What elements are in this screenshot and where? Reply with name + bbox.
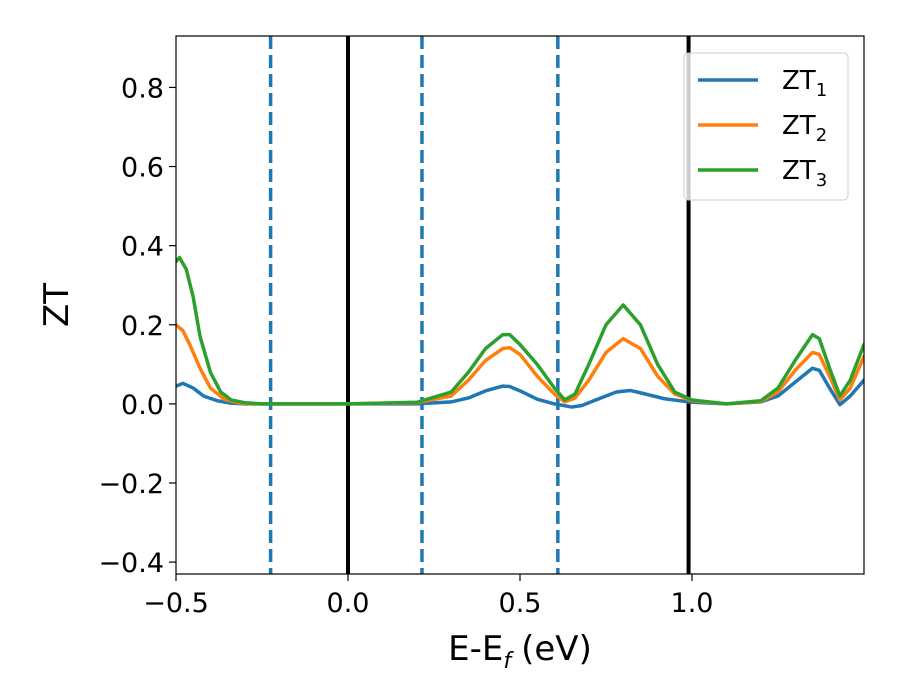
y-tick-label: 0.2 xyxy=(121,311,164,342)
x-tick-label: 1.0 xyxy=(671,588,714,619)
legend-label-2: ZT2 xyxy=(782,111,827,146)
x-axis-label: E-Ef (eV) xyxy=(448,629,592,674)
reference-lines xyxy=(268,36,691,574)
y-axis-ticks: −0.4 −0.2 0.0 0.2 0.4 0.6 0.8 xyxy=(98,73,176,579)
x-axis-ticks: −0.5 0.0 0.5 1.0 xyxy=(143,574,713,619)
x-tick-label: 0.0 xyxy=(327,588,370,619)
x-axis-label-subscript: f xyxy=(503,649,514,674)
x-tick-label: 0.5 xyxy=(499,588,542,619)
series-lines xyxy=(176,255,864,409)
y-tick-label: −0.2 xyxy=(98,469,164,500)
y-tick-label: 0.4 xyxy=(121,232,164,263)
x-tick-label: −0.5 xyxy=(143,588,209,619)
y-tick-label: 0.6 xyxy=(121,153,164,184)
y-tick-label: 0.8 xyxy=(121,73,164,104)
legend-label-3: ZT3 xyxy=(782,156,827,191)
y-axis-label: ZT xyxy=(37,283,77,327)
y-tick-label: 0.0 xyxy=(121,390,164,421)
legend-box xyxy=(683,52,849,201)
legend-label-1: ZT1 xyxy=(782,66,827,101)
x-axis-label-main: E-E xyxy=(448,629,503,669)
series-line-3 xyxy=(176,255,864,406)
legend: ZT1 ZT2 ZT3 xyxy=(683,52,849,201)
legend-items: ZT1 ZT2 ZT3 xyxy=(698,66,827,191)
y-tick-label: −0.4 xyxy=(98,548,164,579)
x-axis-label-unit: (eV) xyxy=(521,629,592,669)
